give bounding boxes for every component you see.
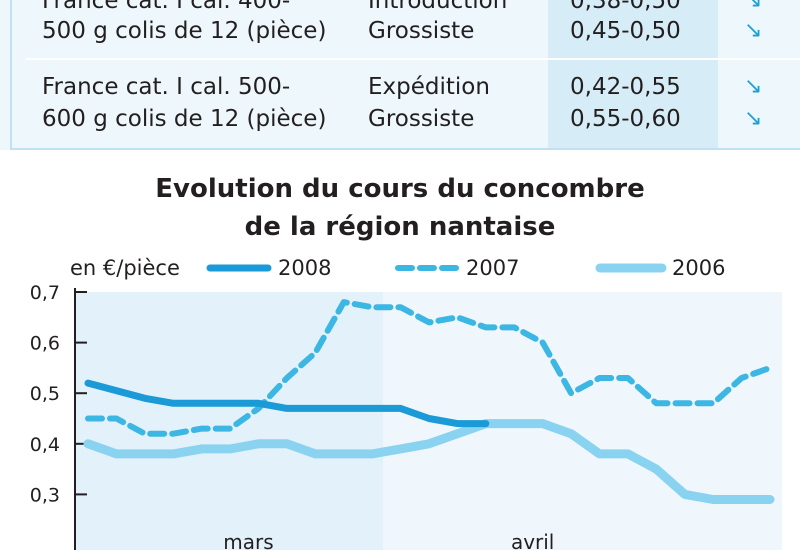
row-separator: [26, 58, 800, 60]
stage-label: Grossiste: [368, 18, 475, 44]
arrow-down-right-icon: ↘: [744, 106, 763, 131]
price-value: 0,42-0,55: [570, 74, 681, 100]
stage-label: Grossiste: [368, 106, 475, 132]
chart-title-line-2: de la région nantaise: [244, 212, 556, 242]
table-row: France cat. I cal. 400- 500 g colis de 1…: [26, 0, 762, 54]
y-tick-label: 0,5: [30, 383, 60, 405]
price-value: 0,38-0,50: [570, 0, 681, 14]
product-label: France cat. I cal. 400-: [42, 0, 291, 14]
legend-label-2007: 2007: [466, 256, 520, 280]
series-line-2006: [83, 419, 775, 504]
month-label: mars: [223, 530, 273, 550]
product-label: 600 g colis de 12 (pièce): [42, 106, 327, 132]
price-table: France cat. I cal. 400- 500 g colis de 1…: [0, 0, 800, 150]
table-row: France cat. I cal. 500- 600 g colis de 1…: [26, 70, 762, 140]
product-label: 500 g colis de 12 (pièce): [42, 18, 327, 44]
y-tick-label: 0,7: [30, 282, 60, 304]
y-tick-label: 0,4: [30, 434, 60, 456]
table-left-border: [10, 0, 12, 150]
chart-title-line-1: Evolution du cours du concombre: [155, 174, 645, 204]
stage-label: Introduction: [368, 0, 508, 14]
series-line-2008: [84, 379, 490, 428]
y-tick-label: 0,6: [30, 333, 60, 355]
month-label: avril: [511, 530, 554, 550]
table-bottom-rule: [10, 148, 800, 150]
arrow-down-right-icon: ↘: [744, 18, 763, 43]
plot-background-march: [75, 292, 383, 550]
legend-label-2008: 2008: [278, 256, 332, 280]
price-value: 0,55-0,60: [570, 106, 681, 132]
product-label: France cat. I cal. 500-: [42, 74, 291, 100]
y-tick-label: 0,3: [30, 484, 60, 506]
stage-label: Expédition: [368, 74, 490, 100]
series-line-2007: [85, 299, 773, 437]
legend-label-2006: 2006: [672, 256, 726, 280]
price-value: 0,45-0,50: [570, 18, 681, 44]
arrow-down-right-icon: ↘: [744, 74, 763, 99]
arrow-down-right-icon: ↘: [744, 0, 763, 13]
y-axis-unit-label: en €/pièce: [70, 256, 180, 280]
price-column-band: [548, 0, 718, 150]
